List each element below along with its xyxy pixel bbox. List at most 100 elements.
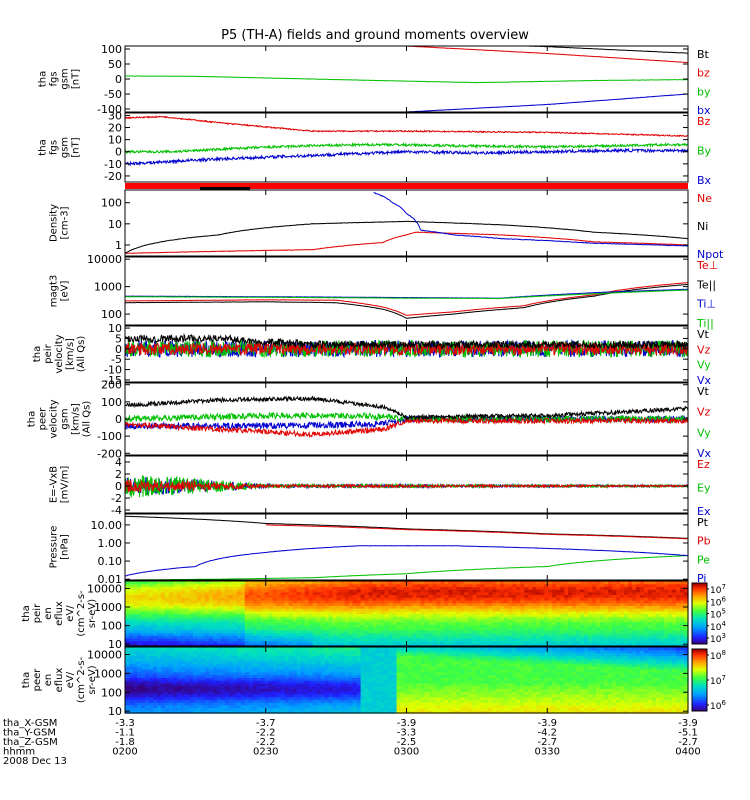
- spectrogram-cell: [488, 629, 493, 634]
- spectrogram-cell: [145, 704, 150, 709]
- spectrogram-cell: [192, 632, 198, 636]
- spectrogram-cell: [160, 581, 166, 585]
- spectrogram-cell: [252, 583, 258, 587]
- spectrogram-cell: [149, 707, 154, 711]
- legend-label-Ex: Ex: [697, 505, 711, 518]
- spectrogram-cell: [232, 696, 238, 700]
- spectrogram-cell: [508, 637, 513, 642]
- spectrogram-cell: [656, 594, 661, 598]
- spectrogram-cell: [224, 613, 230, 617]
- spectrogram-cell: [164, 608, 170, 612]
- spectrogram-cell: [252, 682, 258, 687]
- spectrogram-cell: [145, 608, 150, 612]
- spectrogram-cell: [384, 613, 390, 617]
- spectrogram-cell: [424, 629, 430, 634]
- spectrogram-cell: [240, 649, 246, 654]
- spectrogram-cell: [260, 613, 266, 617]
- spectrogram-cell: [268, 704, 274, 709]
- spectrogram-cell: [488, 589, 493, 593]
- spectrogram-cell: [137, 632, 142, 636]
- spectrogram-cell: [644, 613, 649, 617]
- spectrogram-cell: [264, 677, 270, 681]
- series-line-Te||: [125, 283, 689, 319]
- spectrogram-cell: [200, 710, 206, 714]
- spectrogram-cell: [632, 589, 637, 593]
- spectrogram-cell: [176, 591, 182, 596]
- spectrogram-cell: [236, 699, 242, 703]
- spectrogram-cell: [392, 594, 398, 598]
- spectrogram-cell: [272, 691, 278, 695]
- spectrogram-cell: [548, 632, 553, 636]
- spectrogram-cell: [328, 635, 334, 639]
- y-tick-label: -100: [97, 103, 122, 116]
- spectrogram-cell: [252, 613, 258, 617]
- spectrogram-cell: [328, 710, 334, 714]
- spectrogram-cell: [392, 640, 398, 644]
- spectrogram-cell: [244, 704, 250, 709]
- spectrogram-cell: [348, 600, 354, 604]
- spectrogram-cell: [300, 632, 306, 636]
- spectrogram-cell: [212, 666, 218, 670]
- spectrogram-cell: [312, 685, 318, 689]
- spectrogram-cell: [480, 591, 485, 596]
- spectrogram-cell: [276, 669, 282, 673]
- spectrogram-cell: [392, 605, 398, 609]
- spectrogram-cell: [460, 621, 465, 625]
- spectrogram-cell: [180, 589, 186, 593]
- spectrogram-cell: [508, 618, 513, 623]
- spectrogram-cell: [180, 586, 186, 590]
- spectrogram-cell: [164, 613, 170, 617]
- colorbar-cell: [692, 624, 707, 627]
- spectrogram-cell: [160, 616, 166, 620]
- spectrogram-cell: [320, 605, 326, 609]
- spectrogram-cell: [452, 627, 457, 631]
- spectrogram-cell: [288, 624, 294, 628]
- spectrogram-cell: [232, 583, 238, 587]
- spectrogram-cell: [640, 613, 645, 617]
- spectrogram-cell: [664, 591, 669, 596]
- spectrogram-cell: [604, 621, 609, 625]
- spectrogram-cell: [368, 605, 374, 609]
- spectrogram-cell: [316, 597, 322, 601]
- spectrogram-cell: [228, 658, 234, 662]
- spectrogram-cell: [484, 591, 489, 596]
- spectrogram-cell: [264, 629, 270, 634]
- spectrogram-cell: [324, 707, 330, 711]
- spectrogram-cell: [508, 635, 513, 639]
- spectrogram-cell: [412, 600, 418, 604]
- spectrogram-cell: [376, 605, 382, 609]
- spectrogram-cell: [244, 696, 250, 700]
- spectrogram-cell: [380, 635, 386, 639]
- spectrogram-cell: [312, 591, 318, 596]
- spectrogram-cell: [600, 640, 605, 644]
- spectrogram-cell: [520, 627, 525, 631]
- spectrogram-cell: [580, 583, 585, 587]
- spectrogram-cell: [320, 704, 326, 709]
- spectrogram-cell: [464, 586, 469, 590]
- spectrogram-cell: [540, 627, 545, 631]
- spectrogram-cell: [216, 640, 222, 644]
- spectrogram-cell: [292, 677, 298, 681]
- spectrogram-cell: [228, 591, 234, 596]
- spectrogram-cell: [280, 710, 286, 714]
- spectrogram-cell: [248, 635, 254, 639]
- spectrogram-cell: [129, 704, 134, 709]
- spectrogram-cell: [532, 589, 537, 593]
- spectrogram-cell: [196, 635, 202, 639]
- spectrogram-cell: [160, 613, 166, 617]
- spectrogram-cell: [236, 674, 242, 678]
- spectrogram-cell: [232, 674, 238, 678]
- spectrogram-cell: [356, 591, 362, 596]
- spectrogram-cell: [248, 643, 254, 647]
- spectrogram-cell: [624, 629, 629, 634]
- spectrogram-cell: [604, 640, 609, 644]
- spectrogram-cell: [129, 608, 134, 612]
- spectrogram-cell: [125, 589, 130, 593]
- spectrogram-cell: [160, 589, 166, 593]
- spectrogram-cell: [168, 669, 174, 673]
- spectrogram-cell: [540, 597, 545, 601]
- spectrogram-cell: [260, 666, 266, 670]
- spectrogram-cell: [664, 621, 669, 625]
- spectrogram-cell: [188, 707, 194, 711]
- spectrogram-cell: [336, 618, 342, 623]
